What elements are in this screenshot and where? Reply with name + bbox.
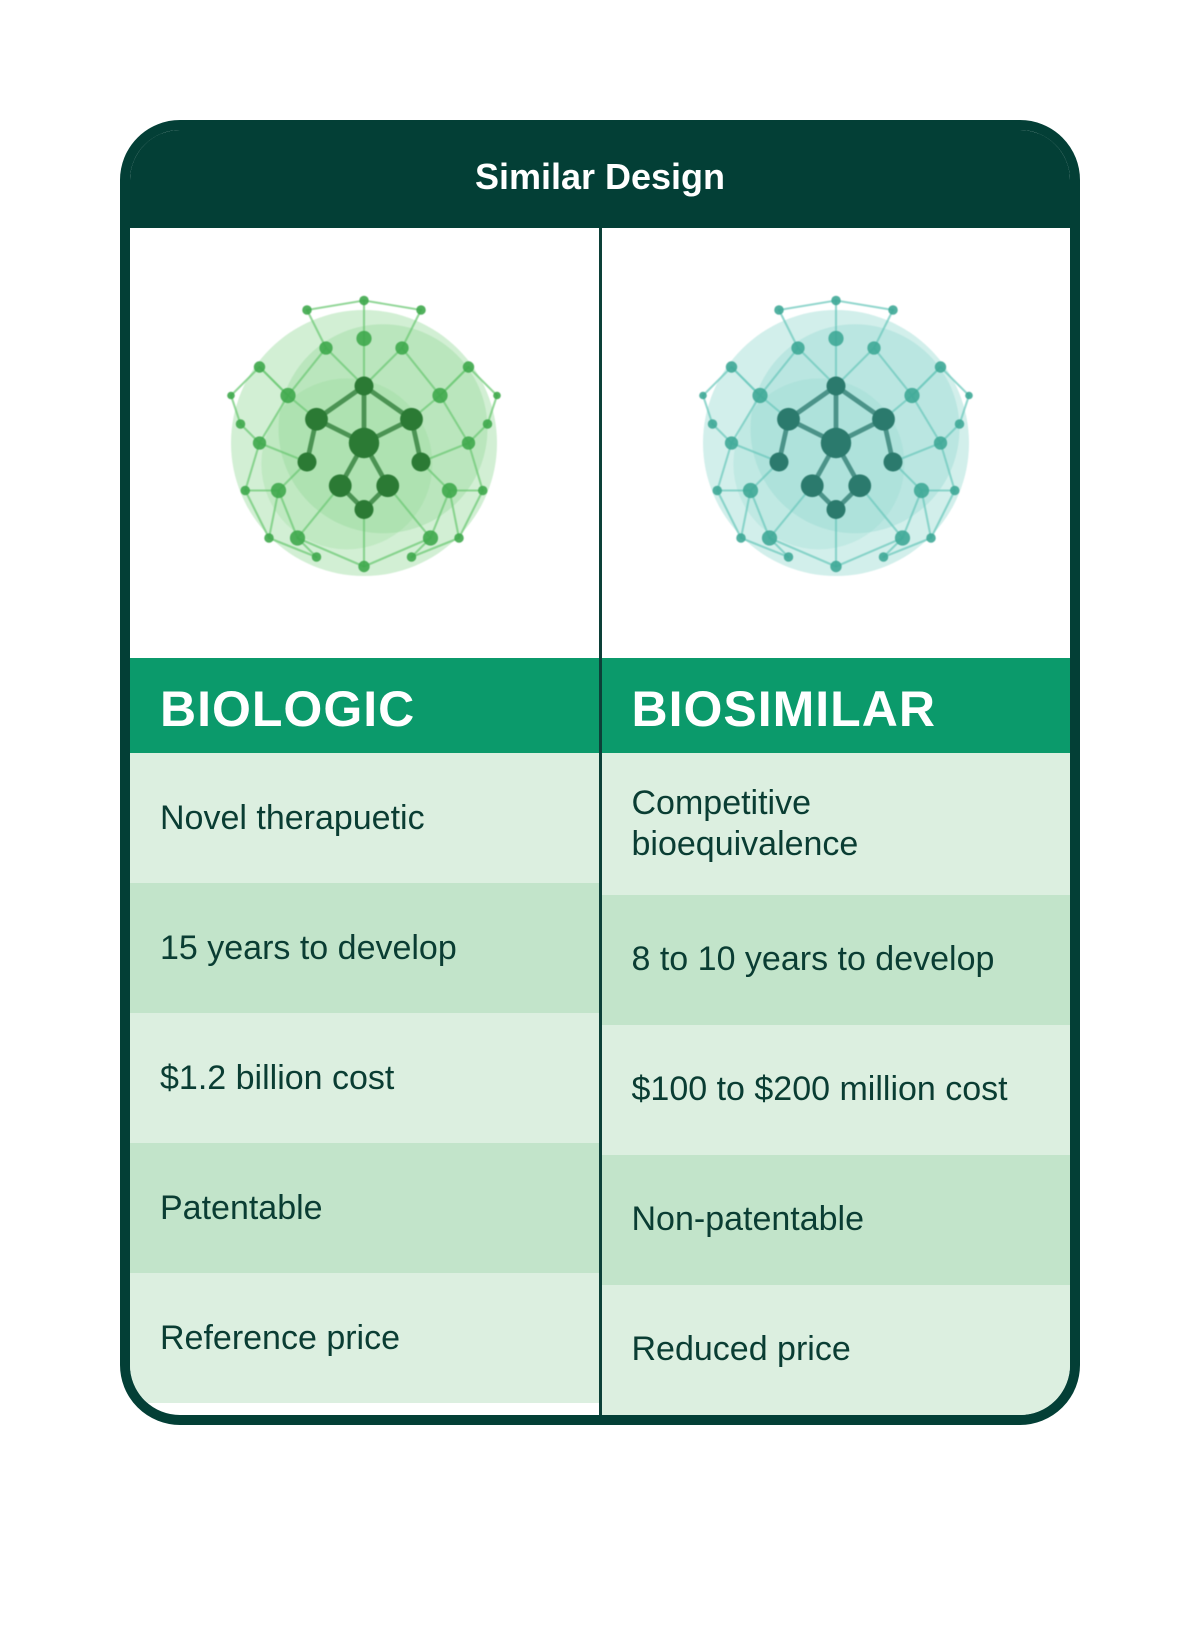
column-biosimilar: BIOSIMILAR Competitive bioequivalence 8 … [602, 228, 1071, 1415]
column-biologic: BIOLOGIC Novel therapuetic 15 years to d… [130, 228, 602, 1415]
biologic-row-4: Reference price [130, 1273, 599, 1403]
biologic-molecule-icon [174, 253, 554, 633]
biosimilar-image-area [602, 228, 1071, 658]
biologic-row-1: 15 years to develop [130, 883, 599, 1013]
biosimilar-row-1: 8 to 10 years to develop [602, 895, 1071, 1025]
card-title: Similar Design [130, 130, 1070, 228]
biosimilar-row-0: Competitive bioequivalence [602, 753, 1071, 895]
biologic-heading: BIOLOGIC [130, 658, 599, 753]
biosimilar-molecule-icon [646, 253, 1026, 633]
biologic-row-2: $1.2 billion cost [130, 1013, 599, 1143]
comparison-card: Similar Design BIOLOGIC Novel therapueti… [120, 120, 1080, 1425]
biosimilar-row-2: $100 to $200 million cost [602, 1025, 1071, 1155]
biosimilar-row-4: Reduced price [602, 1285, 1071, 1415]
biologic-image-area [130, 228, 599, 658]
biosimilar-row-3: Non-patentable [602, 1155, 1071, 1285]
biologic-row-0: Novel therapuetic [130, 753, 599, 883]
biosimilar-heading: BIOSIMILAR [602, 658, 1071, 753]
biologic-row-3: Patentable [130, 1143, 599, 1273]
columns-container: BIOLOGIC Novel therapuetic 15 years to d… [130, 228, 1070, 1415]
